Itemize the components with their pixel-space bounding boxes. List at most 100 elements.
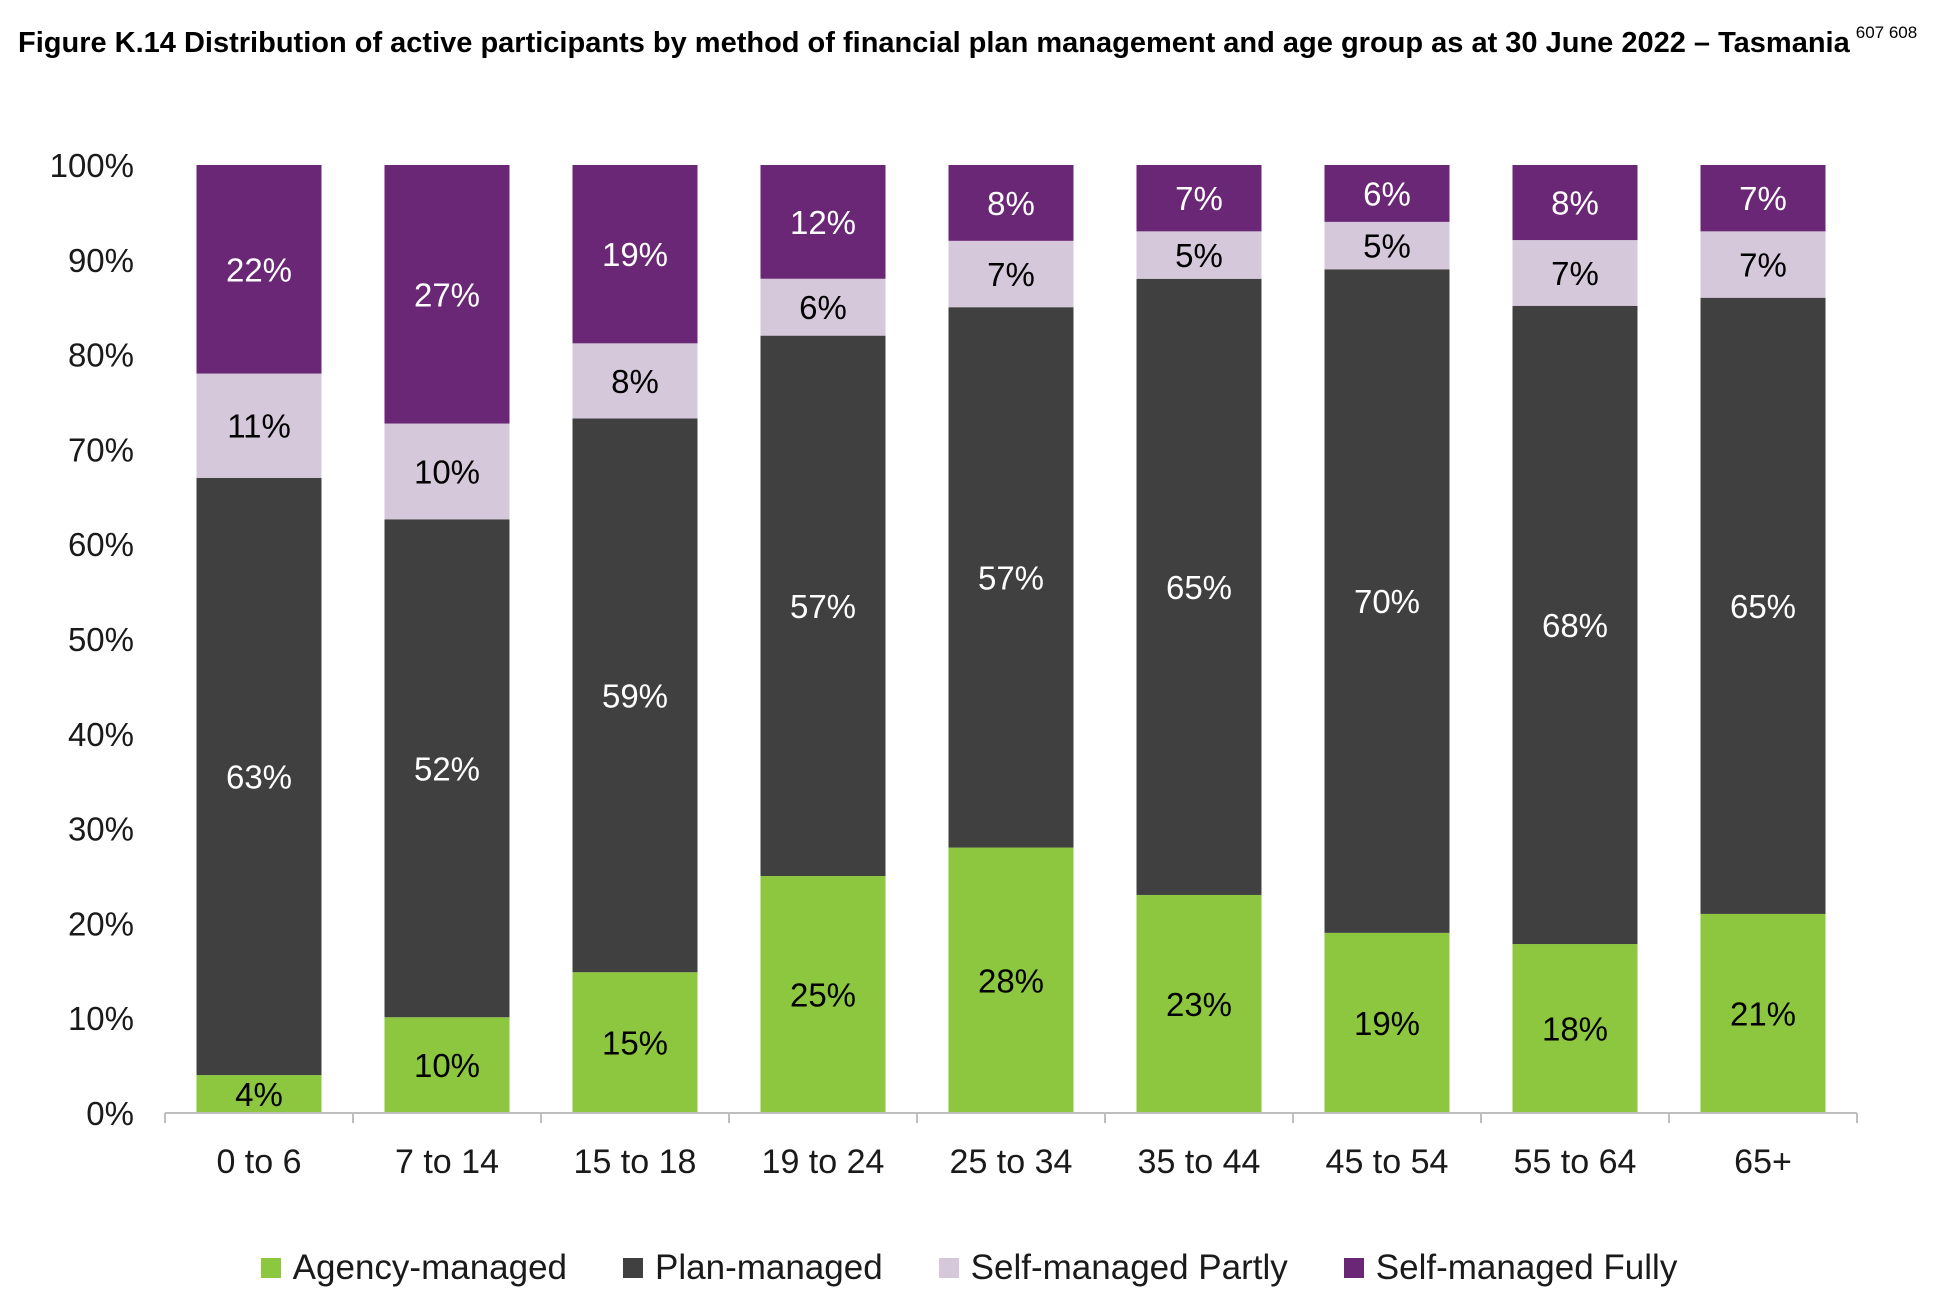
data-label: 23% (1166, 986, 1232, 1023)
bar-segment-plan-managed (1136, 278, 1262, 895)
y-tick-label: 90% (68, 242, 134, 279)
bar-segment-plan-managed (760, 335, 886, 876)
x-tick-label: 35 to 44 (1138, 1143, 1261, 1181)
bar-segment-self-managed-fully (384, 165, 510, 424)
y-tick-label: 70% (68, 431, 134, 468)
bar-segment-self-managed-partly (384, 423, 510, 520)
y-tick-label: 60% (68, 526, 134, 563)
data-label: 68% (1542, 607, 1608, 644)
y-tick-label: 20% (68, 905, 134, 942)
data-label: 6% (799, 289, 847, 326)
data-label: 7% (1739, 180, 1787, 217)
bar-segment-self-managed-fully (1700, 165, 1826, 232)
legend-item: Plan-managed (623, 1248, 883, 1288)
bar-segment-self-managed-partly (572, 343, 698, 419)
bar-segment-plan-managed (948, 307, 1074, 848)
footnote-refs: 607 608 (1855, 23, 1918, 42)
bar-segment-self-managed-fully (948, 165, 1074, 241)
y-tick-label: 40% (68, 716, 134, 753)
chart-title-text: Figure K.14 Distribution of active parti… (18, 27, 1850, 59)
legend-swatch (260, 1258, 281, 1278)
legend-item: Self-managed Partly (938, 1248, 1288, 1288)
legend-swatch (623, 1258, 644, 1278)
bar-segment-self-managed-fully (1136, 165, 1262, 232)
x-tick-label: 0 to 6 (216, 1143, 301, 1181)
y-tick-label: 50% (68, 621, 134, 658)
legend-label: Self-managed Fully (1375, 1248, 1678, 1287)
bar-segment-plan-managed (1512, 305, 1638, 945)
data-label: 57% (790, 588, 856, 625)
chart-title: Figure K.14 Distribution of active parti… (18, 14, 1918, 62)
bar-segment-self-managed-partly (1136, 231, 1262, 279)
bar-segment-agency-managed (948, 847, 1074, 1113)
data-label: 28% (978, 962, 1044, 999)
legend-swatch (938, 1258, 959, 1278)
y-tick-label: 10% (68, 1000, 134, 1037)
legend-label: Agency-managed (292, 1248, 568, 1287)
bar-segment-self-managed-partly (1700, 231, 1826, 298)
bar-segment-self-managed-fully (1512, 165, 1638, 241)
data-label: 27% (414, 276, 480, 313)
bar-segment-self-managed-partly (196, 373, 322, 478)
y-tick-label: 100% (50, 147, 134, 184)
x-tick-label: 45 to 54 (1326, 1143, 1449, 1181)
data-label: 25% (790, 977, 856, 1014)
x-tick-label: 25 to 34 (950, 1143, 1073, 1181)
legend-item: Agency-managed (260, 1248, 568, 1288)
y-tick-label: 80% (68, 337, 134, 374)
data-label: 70% (1354, 583, 1420, 620)
bar-segment-agency-managed (1324, 932, 1450, 1113)
x-tick-label: 19 to 24 (762, 1143, 885, 1181)
bar-segment-agency-managed (1136, 894, 1262, 1113)
data-label: 12% (790, 204, 856, 241)
bar-segment-agency-managed (1512, 944, 1638, 1113)
bar-segment-self-managed-partly (760, 278, 886, 336)
data-label: 63% (226, 758, 292, 795)
y-tick-label: 30% (68, 811, 134, 848)
data-label: 52% (414, 750, 480, 787)
data-label: 10% (414, 1047, 480, 1084)
bar-segment-agency-managed (384, 1017, 510, 1113)
data-label: 57% (978, 559, 1044, 596)
bar-segment-self-managed-partly (1512, 240, 1638, 306)
data-label: 65% (1166, 569, 1232, 606)
data-label: 8% (1551, 185, 1599, 222)
data-label: 11% (227, 408, 291, 445)
y-tick-label: 0% (86, 1095, 134, 1132)
bar-segment-agency-managed (760, 876, 886, 1113)
legend-label: Self-managed Partly (970, 1248, 1288, 1287)
data-label: 10% (414, 453, 480, 490)
data-label: 5% (1363, 228, 1411, 265)
bar-segment-agency-managed (572, 972, 698, 1113)
bar-segment-agency-managed (1700, 913, 1826, 1113)
bar-segment-plan-managed (1324, 269, 1450, 933)
data-label: 7% (1739, 247, 1787, 284)
data-label: 22% (226, 251, 292, 288)
bar-segment-plan-managed (572, 418, 698, 973)
legend-swatch (1343, 1258, 1364, 1278)
bar-segment-plan-managed (1700, 297, 1826, 914)
data-label: 21% (1730, 995, 1796, 1032)
bar-segment-self-managed-partly (948, 240, 1074, 308)
data-label: 15% (602, 1025, 668, 1062)
stacked-bar-chart: 0% 10% 20% 30% 40% 50% 60% 70% 80% 90% 100% 4% 63% 11… (50, 147, 1858, 1181)
data-label: 4% (235, 1076, 283, 1113)
data-label: 8% (987, 185, 1035, 222)
bar-segment-plan-managed (384, 519, 510, 1018)
data-label: 8% (611, 363, 659, 400)
bar-segment-self-managed-fully (1324, 165, 1450, 222)
data-label: 7% (1551, 255, 1599, 292)
bar-segment-agency-managed (196, 1075, 322, 1113)
legend-label: Plan-managed (655, 1248, 883, 1287)
data-label: 5% (1175, 237, 1223, 274)
bar-segment-self-managed-fully (572, 165, 698, 344)
data-label: 7% (987, 256, 1035, 293)
data-label: 18% (1542, 1011, 1608, 1048)
chart-legend: Agency-managed Plan-managed Self-managed P… (0, 1248, 1938, 1288)
x-tick-label: 55 to 64 (1514, 1143, 1637, 1181)
bar-segment-plan-managed (196, 477, 322, 1076)
bar-segment-self-managed-fully (760, 165, 886, 279)
bar-segment-self-managed-partly (1324, 221, 1450, 270)
x-tick-label: 65+ (1734, 1143, 1792, 1181)
x-tick-label: 7 to 14 (395, 1143, 499, 1181)
